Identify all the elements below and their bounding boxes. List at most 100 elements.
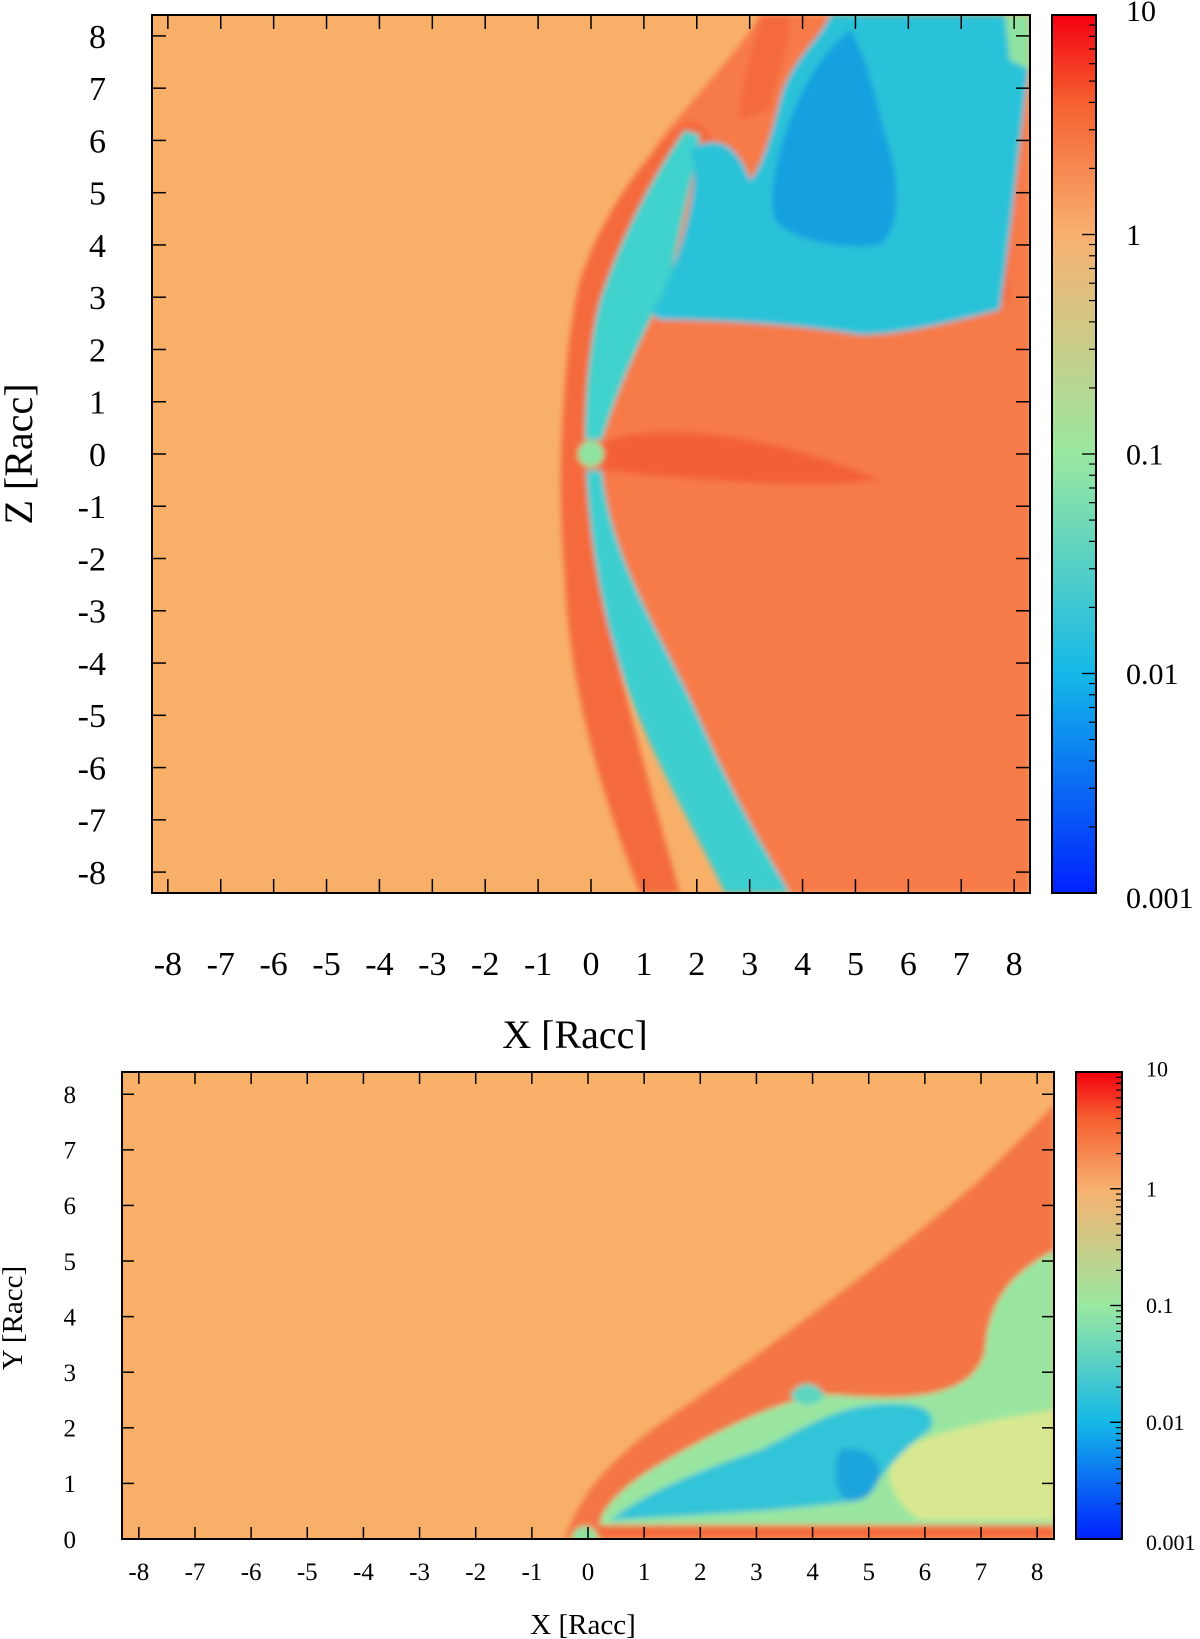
x-tick-label: 2 — [688, 946, 705, 983]
xy-y-tick-marks — [122, 1093, 1054, 1540]
x-tick-label: 2 — [694, 1559, 707, 1586]
x-tick-label: -2 — [471, 946, 499, 983]
heatmap-region-compression — [595, 431, 880, 485]
y-tick-label: 1 — [89, 385, 106, 422]
x-tick-label: -2 — [465, 1559, 486, 1586]
x-tick-label: -1 — [524, 946, 552, 983]
xy-x-axis-label: X [Racc] — [530, 1609, 635, 1639]
y-tick-label: 2 — [89, 332, 106, 369]
y-tick-label: 6 — [64, 1193, 77, 1220]
heatmap-region-upper-streak — [740, 15, 790, 120]
xy-heatmap — [122, 1072, 1054, 1539]
x-tick-label: 7 — [975, 1559, 988, 1586]
y-tick-label: 1 — [64, 1471, 77, 1498]
x-tick-label: -7 — [207, 946, 235, 983]
xz-y-tick-marks — [152, 35, 1030, 873]
x-tick-label: 0 — [582, 1559, 595, 1586]
x-tick-label: 0 — [583, 946, 600, 983]
x-tick-label: -6 — [259, 946, 287, 983]
x-tick-label: -5 — [312, 946, 340, 983]
x-tick-label: 3 — [741, 946, 758, 983]
colorbar-tick-label: 10 — [1146, 1056, 1168, 1081]
heatmap-region-bump — [790, 1383, 825, 1405]
y-tick-label: 4 — [89, 228, 106, 265]
y-tick-label: -7 — [78, 803, 106, 840]
heatmap-source-origin — [572, 1526, 598, 1539]
x-tick-label: -1 — [521, 1559, 542, 1586]
x-tick-label: 8 — [1031, 1559, 1044, 1586]
x-tick-label: 7 — [953, 946, 970, 983]
colorbar-tick-label: 0.1 — [1146, 1293, 1174, 1318]
x-tick-label: -6 — [241, 1559, 262, 1586]
colorbar-tick-label: 0.01 — [1146, 1410, 1185, 1435]
xz-heatmap — [152, 15, 1030, 893]
x-tick-label: -3 — [418, 946, 446, 983]
y-tick-label: 8 — [89, 19, 106, 56]
heatmap-region-shocked-stream-upper — [585, 130, 700, 440]
heatmap-region-shocked-stream-lower — [586, 470, 790, 893]
y-tick-label: -1 — [78, 489, 106, 526]
y-tick-label: 0 — [64, 1527, 77, 1554]
x-tick-label: -4 — [353, 1559, 374, 1586]
colorbar-tick-label: 1 — [1126, 219, 1141, 252]
y-tick-label: 5 — [89, 176, 106, 213]
xz-x-axis-label: X [Racc] — [502, 1012, 647, 1050]
x-tick-label: 1 — [638, 1559, 651, 1586]
xy-y-tick-labels: 8 7 6 5 4 3 2 1 0 — [64, 1082, 77, 1554]
y-tick-label: -8 — [78, 855, 106, 892]
heatmap-source-origin — [578, 441, 604, 467]
xy-colorbar-labels: 10 1 0.1 0.01 0.001 — [1146, 1056, 1196, 1555]
heatmap-region-top-green — [1005, 15, 1030, 70]
heatmap-region-pocket-core — [835, 1448, 880, 1502]
x-tick-label: 8 — [1006, 946, 1023, 983]
x-tick-label: -8 — [128, 1559, 149, 1586]
colorbar-tick-label: 0.001 — [1146, 1530, 1196, 1555]
x-tick-label: -4 — [365, 946, 393, 983]
colorbar-tick-label: 10 — [1126, 0, 1156, 28]
y-tick-label: -5 — [78, 698, 106, 735]
xz-y-tick-labels: 8 7 6 5 4 3 2 1 0 -1 -2 -3 -4 -5 -6 -7 -8 — [78, 19, 106, 892]
x-tick-label: 5 — [862, 1559, 875, 1586]
xz-colorbar-labels: 10 1 0.1 0.01 0.001 — [1126, 0, 1194, 915]
xz-y-axis-label: Z [Racc] — [0, 383, 41, 524]
xz-x-tick-labels: -8 -7 -6 -5 -4 -3 -2 -1 0 1 2 3 4 5 6 7 8 — [154, 946, 1023, 983]
x-tick-label: 4 — [794, 946, 811, 983]
x-tick-label: 3 — [750, 1559, 763, 1586]
y-tick-label: 7 — [89, 71, 106, 108]
xy-x-tick-marks — [138, 1072, 1038, 1539]
heatmap-region-upper-cavity-inner — [772, 30, 897, 247]
x-tick-label: 4 — [806, 1559, 819, 1586]
colorbar-tick-label: 0.1 — [1126, 439, 1164, 472]
x-tick-label: 6 — [900, 946, 917, 983]
y-tick-label: -2 — [78, 541, 106, 578]
xy-x-tick-labels: -8 -7 -6 -5 -4 -3 -2 -1 0 1 2 3 4 5 6 7 8 — [128, 1559, 1043, 1586]
xy-colorbar-ticks — [1110, 1071, 1122, 1540]
colorbar-tick-label: 0.001 — [1126, 882, 1194, 915]
y-tick-label: -6 — [78, 750, 106, 787]
y-tick-label: 6 — [89, 123, 106, 160]
x-tick-label: -3 — [409, 1559, 430, 1586]
colorbar-tick-label: 0.01 — [1126, 658, 1179, 691]
x-tick-label: 6 — [919, 1559, 932, 1586]
y-tick-label: 0 — [89, 437, 106, 474]
y-tick-label: 4 — [64, 1304, 77, 1331]
x-tick-label: -7 — [185, 1559, 206, 1586]
y-tick-label: -3 — [78, 594, 106, 631]
xy-y-axis-label: Y [Racc] — [0, 1266, 29, 1370]
colorbar-tick-label: 1 — [1146, 1176, 1157, 1201]
heatmap-region-axis-layer — [600, 1526, 1054, 1539]
xz-x-tick-marks — [167, 15, 1015, 893]
x-tick-label: -5 — [297, 1559, 318, 1586]
y-tick-label: 8 — [64, 1082, 77, 1109]
y-tick-label: 3 — [64, 1360, 77, 1387]
y-tick-label: -4 — [78, 646, 106, 683]
x-tick-label: -8 — [154, 946, 182, 983]
x-tick-label: 1 — [635, 946, 652, 983]
chart-panel-xz: -8 -7 -6 -5 -4 -3 -2 -1 0 1 2 3 4 5 6 7 8 8 7 6 5 4 3 2 1 0 -1 -2-… — [0, 0, 1194, 1050]
y-tick-label: 3 — [89, 280, 106, 317]
heatmap-region-tail-yellow — [889, 1410, 1054, 1520]
y-tick-label: 5 — [64, 1249, 77, 1276]
xz-chart-svg: -8 -7 -6 -5 -4 -3 -2 -1 0 1 2 3 4 5 6 7 8 876543210-1-2-… — [0, 0, 1194, 1050]
